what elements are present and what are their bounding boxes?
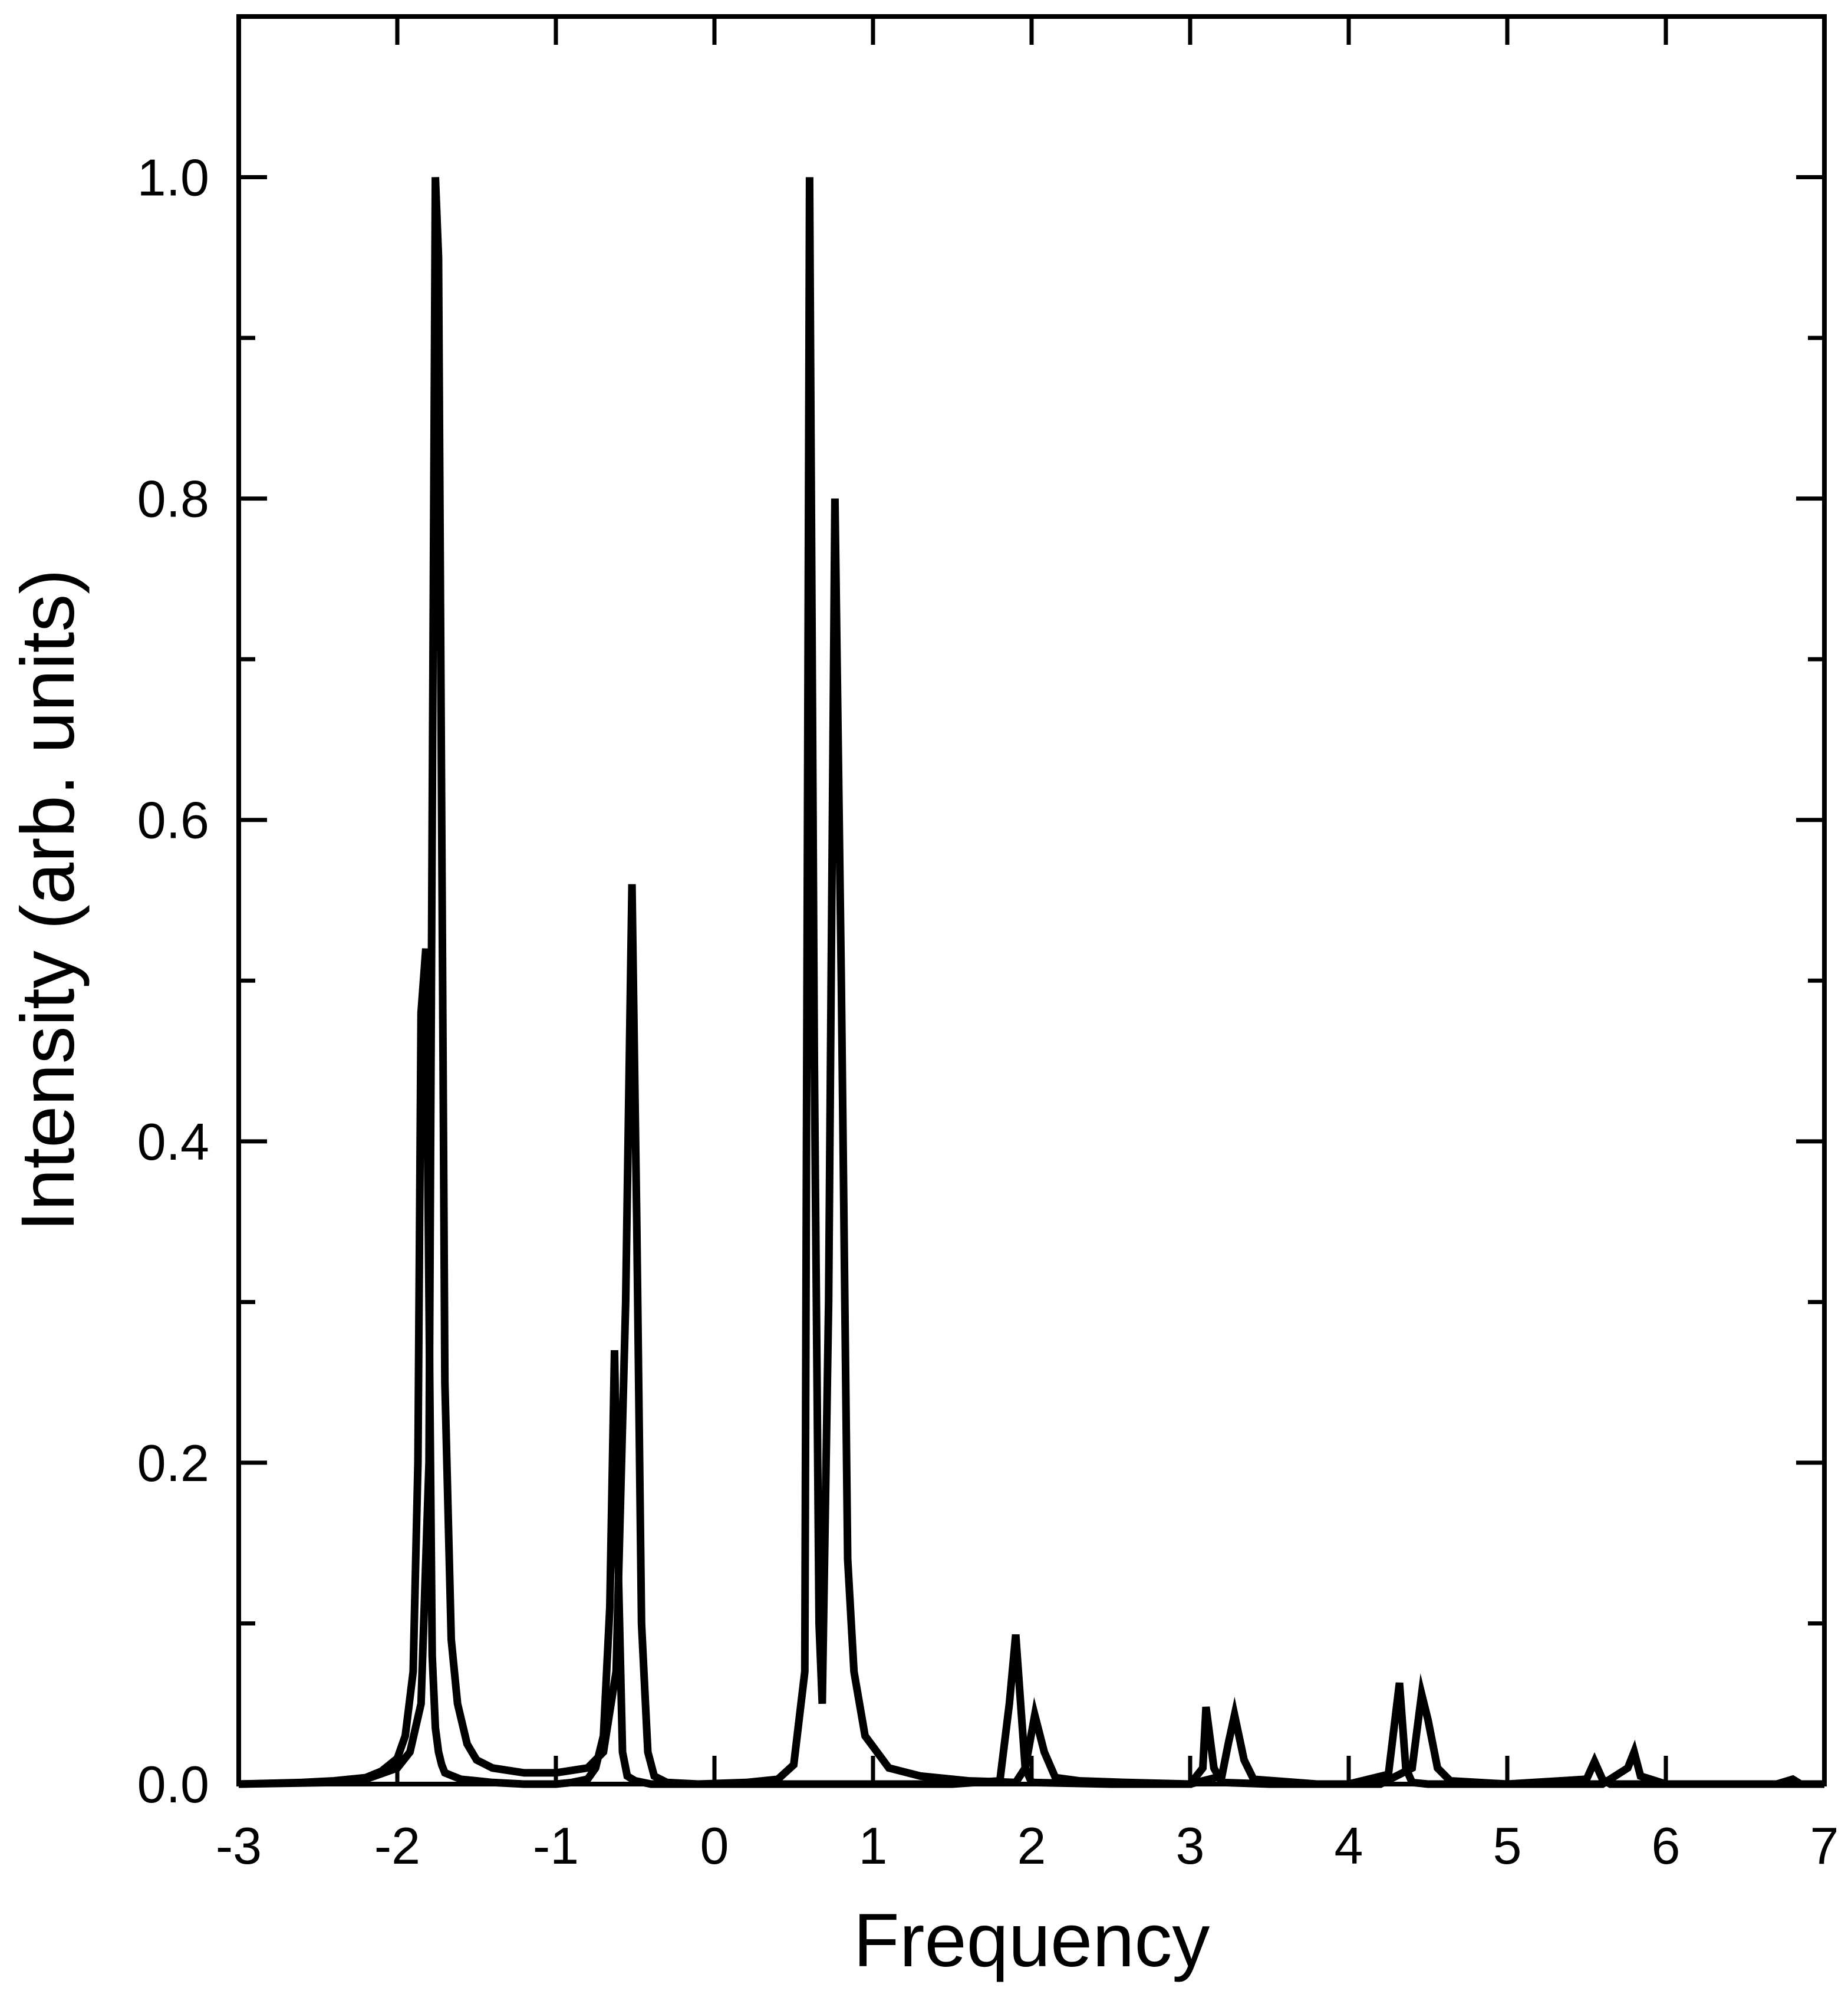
x-tick-label: -2 [374,1817,420,1875]
y-axis-title: Intensity (arb. units) [6,569,90,1232]
x-tick-label: 5 [1493,1817,1522,1875]
y-tick-label: 0.6 [137,791,209,850]
ticks-layer [236,17,1827,1786]
x-tick-label: 3 [1176,1817,1205,1875]
y-tick-label: 0.4 [137,1113,209,1171]
y-tick-label: 1.0 [137,149,209,207]
x-tick-label: 7 [1810,1817,1839,1875]
series-layer [238,177,1824,1788]
tick-labels-layer: -3 -2 -1 0 1 2 3 4 5 6 7 0.0 0.2 0.4 0.6 0.8 1.0 [137,149,1839,1875]
x-tick-label: -3 [216,1817,262,1875]
x-tick-label: -1 [533,1817,579,1875]
x-tick-label: 2 [1017,1817,1046,1875]
series-line-1 [238,948,1824,1788]
x-tick-label: 4 [1335,1817,1363,1875]
y-tick-label: 0.2 [137,1434,209,1492]
plot-frame [236,14,1827,1786]
x-tick-label: 0 [700,1817,729,1875]
x-tick-label: 6 [1652,1817,1681,1875]
y-tick-label: 0.8 [137,470,209,528]
x-tick-label: 1 [859,1817,888,1875]
x-axis-title: Frequency [854,1898,1210,1983]
series-line-2 [238,177,1824,1788]
y-tick-label: 0.0 [137,1755,209,1814]
